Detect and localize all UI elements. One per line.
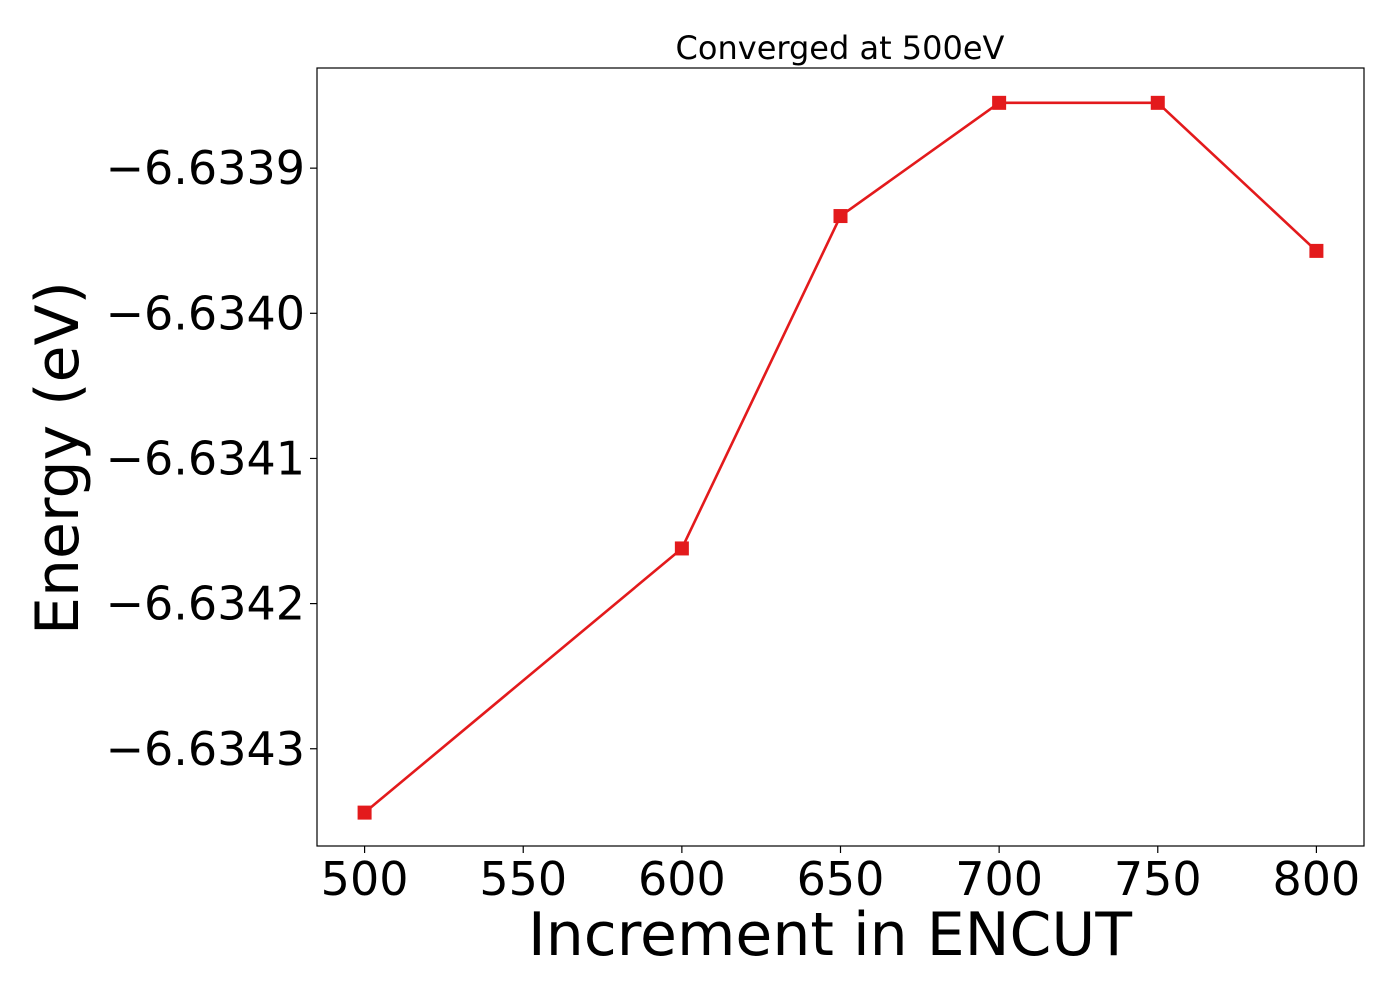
y-tick-label: −6.6343: [106, 722, 306, 776]
x-tick-label: 700: [955, 852, 1043, 906]
y-tick-label: −6.6339: [106, 141, 306, 195]
x-axis: 500 550 600 650 700 750 800: [321, 846, 1361, 906]
x-tick-label: 600: [638, 852, 726, 906]
y-axis: −6.6339 −6.6340 −6.6341 −6.6342 −6.6343: [106, 141, 317, 776]
x-axis-label: Increment in ENCUT: [528, 900, 1132, 970]
x-tick-label: 650: [797, 852, 885, 906]
data-point: [357, 805, 372, 820]
y-tick-label: −6.6342: [106, 577, 306, 631]
x-tick-label: 750: [1114, 852, 1202, 906]
y-axis-label: Energy (eV): [23, 281, 93, 635]
data-point: [1309, 243, 1324, 258]
data-point: [674, 541, 689, 556]
x-tick-label: 550: [479, 852, 567, 906]
series-group: [357, 95, 1324, 820]
series-line: [363, 101, 1318, 814]
x-tick-label: 500: [321, 852, 409, 906]
chart-title: Converged at 500eV: [676, 29, 1005, 67]
y-tick-label: −6.6341: [106, 431, 306, 485]
y-tick-label: −6.6340: [106, 286, 306, 340]
data-point: [1150, 95, 1165, 110]
data-point: [992, 95, 1007, 110]
plot-frame: [316, 67, 1365, 847]
data-point: [833, 209, 848, 224]
x-tick-label: 800: [1273, 852, 1361, 906]
